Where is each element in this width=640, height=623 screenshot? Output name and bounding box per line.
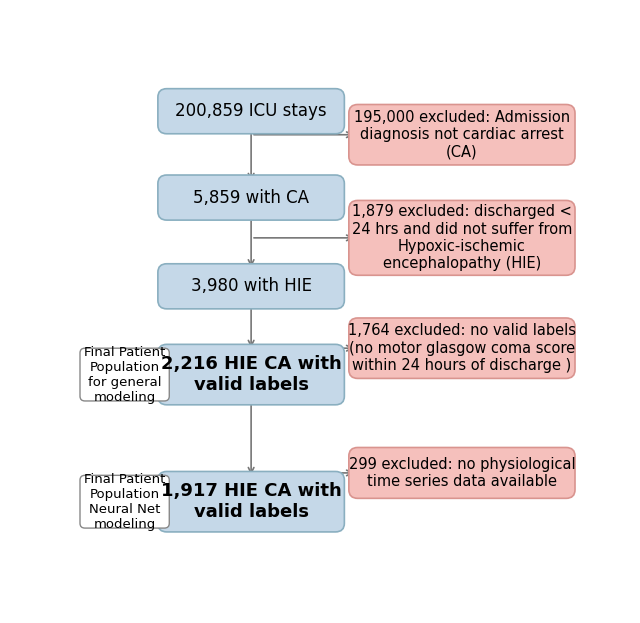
FancyBboxPatch shape <box>349 201 575 275</box>
FancyBboxPatch shape <box>158 88 344 134</box>
Text: 3,980 with HIE: 3,980 with HIE <box>191 277 312 295</box>
Text: 1,917 HIE CA with
valid labels: 1,917 HIE CA with valid labels <box>161 482 342 521</box>
Text: 5,859 with CA: 5,859 with CA <box>193 189 309 207</box>
Text: 299 excluded: no physiological
time series data available: 299 excluded: no physiological time seri… <box>349 457 575 489</box>
Text: 2,216 HIE CA with
valid labels: 2,216 HIE CA with valid labels <box>161 355 342 394</box>
Text: 200,859 ICU stays: 200,859 ICU stays <box>175 102 327 120</box>
FancyBboxPatch shape <box>349 318 575 378</box>
FancyBboxPatch shape <box>158 345 344 405</box>
FancyBboxPatch shape <box>349 105 575 165</box>
FancyBboxPatch shape <box>80 475 169 528</box>
Text: Final Patient
Population
for general
modeling: Final Patient Population for general mod… <box>84 346 165 404</box>
FancyBboxPatch shape <box>80 348 169 401</box>
Text: 195,000 excluded: Admission
diagnosis not cardiac arrest
(CA): 195,000 excluded: Admission diagnosis no… <box>354 110 570 159</box>
Text: Final Patient
Population
Neural Net
modeling: Final Patient Population Neural Net mode… <box>84 473 165 531</box>
FancyBboxPatch shape <box>158 175 344 220</box>
FancyBboxPatch shape <box>158 264 344 309</box>
Text: 1,879 excluded: discharged <
24 hrs and did not suffer from
Hypoxic-ischemic
enc: 1,879 excluded: discharged < 24 hrs and … <box>352 204 572 272</box>
FancyBboxPatch shape <box>349 447 575 498</box>
FancyBboxPatch shape <box>158 472 344 532</box>
Text: 1,764 excluded: no valid labels
(no motor glasgow coma score
within 24 hours of : 1,764 excluded: no valid labels (no moto… <box>348 323 576 373</box>
